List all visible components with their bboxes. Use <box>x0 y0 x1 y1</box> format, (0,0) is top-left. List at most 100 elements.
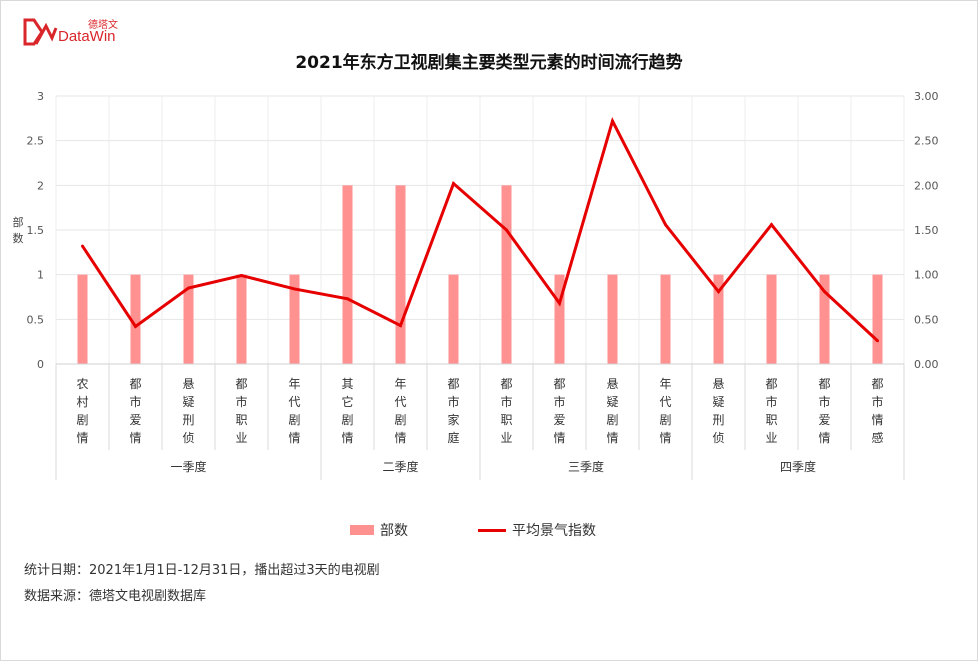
x-category-label-char: 业 <box>500 431 512 445</box>
bar-8 <box>448 274 459 364</box>
line-point-10 <box>558 301 561 305</box>
x-category-label-char: 情 <box>659 431 671 445</box>
x-category-label-char: 侦 <box>182 431 194 445</box>
y-tick-label: 0 <box>37 358 44 371</box>
x-category-label-char: 悬 <box>712 377 724 391</box>
y-tick-label: 3 <box>37 90 44 103</box>
y-tick-label: 1.5 <box>27 224 45 237</box>
x-category-label-char: 情 <box>553 431 565 445</box>
bar-3 <box>183 274 194 364</box>
x-category-label-char: 爱 <box>129 413 141 427</box>
bar-10 <box>554 274 565 364</box>
bar-12 <box>660 274 671 364</box>
bar-6 <box>342 185 353 364</box>
line-point-2 <box>134 324 137 328</box>
x-group-label: 二季度 <box>382 459 418 474</box>
bar-4 <box>236 274 247 364</box>
x-category-label-char: 剧 <box>659 413 671 427</box>
line-point-13 <box>717 290 720 294</box>
line-point-8 <box>452 182 455 186</box>
line-point-5 <box>293 287 296 291</box>
x-category-label-char: 都 <box>765 377 777 391</box>
x-category-label-char: 剧 <box>606 413 618 427</box>
bar-16 <box>872 274 883 364</box>
x-category-label-char: 剧 <box>394 413 406 427</box>
x-category-label-char: 代 <box>659 395 671 409</box>
y2-tick-label: 2.50 <box>914 135 939 148</box>
x-category-label-char: 悬 <box>606 377 618 391</box>
bar-11 <box>607 274 618 364</box>
x-category-label-char: 代 <box>288 395 300 409</box>
bar-5 <box>289 274 300 364</box>
line-point-7 <box>399 324 402 328</box>
line-point-9 <box>505 228 508 232</box>
x-category-label-char: 村 <box>76 395 88 409</box>
bar-1 <box>77 274 88 364</box>
line-point-15 <box>823 290 826 294</box>
x-category-label-char: 业 <box>235 431 247 445</box>
x-category-label-char: 年 <box>288 377 300 391</box>
bar-7 <box>395 185 406 364</box>
line-point-6 <box>346 297 349 301</box>
legend-bar-swatch <box>350 525 374 535</box>
footnote-source: 数据来源：德塔文电视剧数据库 <box>24 589 207 604</box>
x-category-label-char: 疑 <box>606 394 618 409</box>
legend-item-line: 平均景气指数 <box>478 520 596 540</box>
x-category-label-char: 职 <box>765 413 777 427</box>
x-category-label-char: 疑 <box>182 394 194 409</box>
chart-legend: 部数 平均景气指数 <box>0 520 978 540</box>
y2-tick-label: 1.00 <box>914 269 939 282</box>
y2-tick-label: 2.00 <box>914 179 939 192</box>
x-category-label-char: 家 <box>447 412 459 427</box>
x-category-label-char: 职 <box>235 413 247 427</box>
x-group-label: 一季度 <box>170 459 206 474</box>
x-category-label-char: 情 <box>871 413 883 427</box>
datawin-logo: 德塔文 DataWin <box>22 16 122 50</box>
chart-title: 2021年东方卫视剧集主要类型元素的时间流行趋势 <box>295 53 683 73</box>
x-category-label-char: 情 <box>818 431 830 445</box>
x-category-label-char: 其 <box>341 377 353 391</box>
line-point-1 <box>81 244 84 248</box>
x-category-label-char: 它 <box>341 394 353 409</box>
bar-2 <box>130 274 141 364</box>
x-category-label-char: 市 <box>235 394 247 409</box>
x-category-label-char: 爱 <box>553 413 565 427</box>
line-point-4 <box>240 274 243 278</box>
x-group-label: 四季度 <box>780 459 816 474</box>
x-category-label-char: 职 <box>500 413 512 427</box>
x-category-label-char: 侦 <box>712 431 724 445</box>
bar-13 <box>713 274 724 364</box>
x-category-label-char: 年 <box>394 377 406 391</box>
x-category-label-char: 业 <box>765 431 777 445</box>
y2-tick-label: 3.00 <box>914 90 939 103</box>
x-category-label-char: 市 <box>765 394 777 409</box>
x-category-label-char: 都 <box>818 377 830 391</box>
x-category-label-char: 都 <box>447 377 459 391</box>
x-category-label-char: 庭 <box>447 430 459 445</box>
x-category-label-char: 市 <box>871 394 883 409</box>
x-category-label-char: 剧 <box>76 413 88 427</box>
y-axis-label-char: 部 <box>13 215 24 229</box>
bar-9 <box>501 185 512 364</box>
x-category-label-char: 刑 <box>712 413 724 427</box>
line-point-3 <box>187 286 190 290</box>
legend-bar-label: 部数 <box>380 523 408 539</box>
legend-line-label: 平均景气指数 <box>512 523 596 539</box>
line-series <box>81 116 879 342</box>
y-tick-label: 1 <box>37 269 44 282</box>
x-category-label-char: 情 <box>606 431 618 445</box>
x-category-label-char: 情 <box>129 431 141 445</box>
x-category-label-char: 剧 <box>341 413 353 427</box>
y2-tick-label: 0.00 <box>914 358 939 371</box>
line-point-11 <box>611 119 614 123</box>
x-group-label: 三季度 <box>568 459 604 474</box>
x-category-label-char: 代 <box>394 395 406 409</box>
x-category-label-char: 疑 <box>712 394 724 409</box>
y-tick-label: 2 <box>37 179 44 192</box>
x-category-label-char: 悬 <box>182 377 194 391</box>
y2-tick-label: 1.50 <box>914 224 939 237</box>
x-category-label-char: 情 <box>394 431 406 445</box>
x-category-label-char: 市 <box>818 394 830 409</box>
x-category-label-char: 都 <box>871 377 883 391</box>
line-point-16 <box>876 339 879 343</box>
